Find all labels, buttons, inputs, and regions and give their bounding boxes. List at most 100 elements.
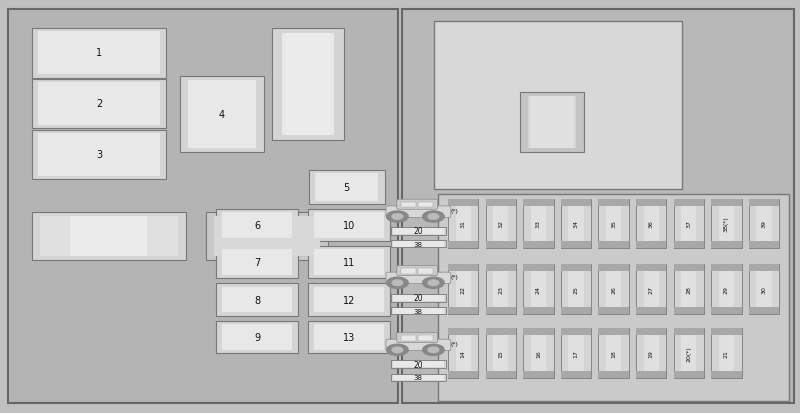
Bar: [749, 242, 779, 249]
Bar: [493, 271, 509, 307]
Text: 19: 19: [649, 349, 654, 357]
Bar: [214, 217, 320, 256]
Bar: [401, 202, 416, 208]
Bar: [393, 242, 444, 247]
Text: 2: 2: [96, 99, 102, 109]
Bar: [718, 271, 734, 307]
Bar: [391, 294, 446, 302]
Bar: [531, 335, 546, 371]
Bar: [674, 199, 704, 206]
Bar: [636, 199, 666, 249]
Bar: [598, 264, 629, 271]
Bar: [401, 268, 416, 274]
Bar: [448, 199, 478, 249]
Bar: [393, 295, 444, 301]
Text: 33: 33: [536, 220, 541, 228]
Bar: [636, 328, 666, 378]
Text: 11: 11: [343, 258, 355, 268]
FancyBboxPatch shape: [397, 200, 438, 210]
Bar: [674, 264, 704, 271]
Bar: [711, 371, 742, 378]
Bar: [568, 206, 584, 242]
Bar: [216, 284, 298, 316]
Text: 21: 21: [724, 349, 729, 357]
Bar: [674, 328, 704, 335]
Bar: [520, 93, 584, 153]
Bar: [711, 264, 742, 314]
Bar: [456, 335, 470, 371]
Bar: [598, 264, 629, 314]
Bar: [314, 287, 384, 313]
Text: 29: 29: [724, 285, 729, 293]
Bar: [711, 328, 742, 378]
Bar: [32, 130, 166, 180]
Bar: [448, 307, 478, 314]
Circle shape: [386, 278, 408, 289]
Bar: [308, 321, 390, 353]
Text: 27: 27: [649, 285, 654, 293]
Bar: [598, 199, 629, 249]
Bar: [674, 199, 704, 249]
Text: 10: 10: [343, 221, 355, 230]
Text: 9: 9: [254, 332, 260, 342]
Bar: [561, 307, 591, 314]
Text: 28: 28: [686, 285, 691, 293]
Bar: [434, 21, 682, 190]
Text: 20(*): 20(*): [686, 345, 691, 361]
Text: 15: 15: [498, 349, 503, 357]
Bar: [531, 206, 546, 242]
Bar: [418, 268, 433, 274]
Bar: [393, 309, 444, 314]
Text: 20: 20: [414, 227, 423, 236]
Bar: [402, 10, 794, 403]
Bar: [448, 328, 478, 378]
Bar: [486, 199, 516, 206]
Bar: [674, 242, 704, 249]
Bar: [486, 199, 516, 249]
Bar: [643, 206, 659, 242]
Circle shape: [392, 280, 402, 286]
Bar: [486, 307, 516, 314]
Bar: [718, 335, 734, 371]
Text: 20: 20: [414, 294, 423, 303]
Text: 8: 8: [254, 295, 260, 305]
Text: 1: 1: [96, 48, 102, 58]
Circle shape: [428, 214, 438, 220]
Text: 34: 34: [574, 220, 578, 228]
Bar: [636, 371, 666, 378]
Bar: [418, 335, 433, 341]
Bar: [216, 247, 298, 279]
Bar: [308, 247, 390, 279]
Bar: [674, 264, 704, 314]
Bar: [456, 206, 470, 242]
Bar: [486, 264, 516, 314]
Bar: [636, 264, 666, 314]
Text: 22: 22: [461, 285, 466, 293]
Text: 5: 5: [344, 183, 350, 192]
Bar: [757, 206, 771, 242]
Bar: [486, 264, 516, 271]
Bar: [523, 328, 554, 335]
Bar: [222, 213, 292, 238]
Bar: [749, 264, 779, 314]
Text: (*): (*): [451, 341, 458, 346]
Bar: [528, 97, 576, 149]
Bar: [636, 264, 666, 271]
Bar: [674, 371, 704, 378]
Bar: [309, 171, 385, 204]
Bar: [448, 199, 478, 206]
Bar: [523, 328, 554, 378]
Bar: [636, 242, 666, 249]
Bar: [391, 241, 446, 248]
Bar: [456, 271, 470, 307]
Text: 18: 18: [611, 349, 616, 357]
Bar: [598, 307, 629, 314]
Bar: [8, 10, 398, 403]
Bar: [561, 264, 591, 314]
Bar: [308, 209, 390, 242]
Bar: [711, 307, 742, 314]
Bar: [486, 328, 516, 378]
Text: 20: 20: [414, 360, 423, 369]
Bar: [749, 199, 779, 249]
Bar: [568, 335, 584, 371]
